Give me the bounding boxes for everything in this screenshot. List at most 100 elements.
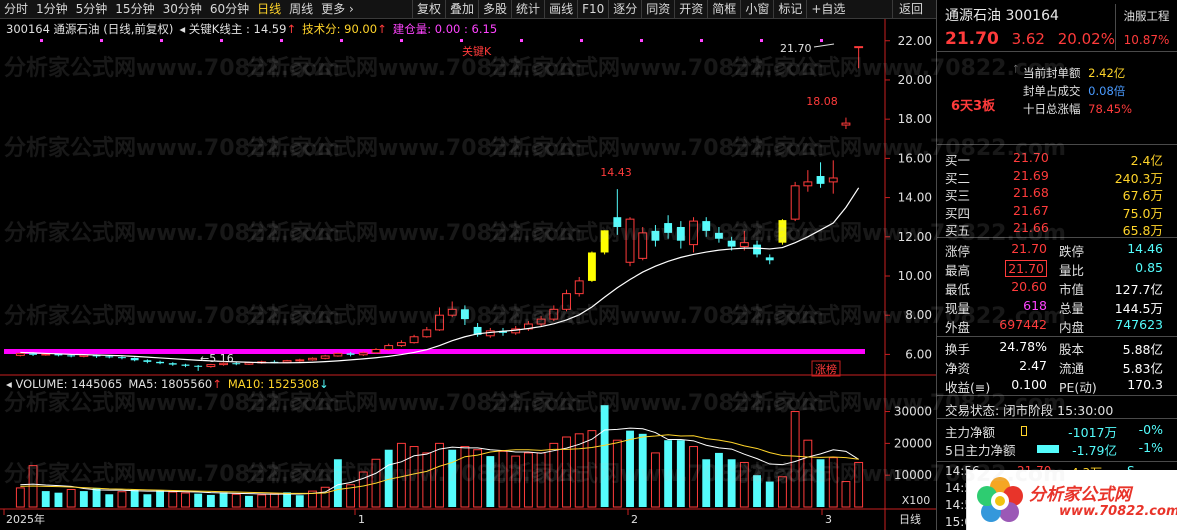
tool-button-9[interactable]: 简框 xyxy=(707,0,740,19)
signal-dot xyxy=(640,39,643,42)
signal-dot xyxy=(580,39,583,42)
tab-period-4[interactable]: 30分钟 xyxy=(162,1,202,16)
sector-box[interactable]: 油服工程 10.87% xyxy=(1115,4,1177,50)
order-label: 买一 xyxy=(945,153,971,168)
tab-period-5[interactable]: 60分钟 xyxy=(209,1,250,16)
kline-chart[interactable]: 6.00 8.00 10.00 12.00 14.00 16.00 18.00 20.00 22… xyxy=(0,19,936,530)
order-price: 21.67 xyxy=(1013,202,1049,218)
tech-score-value: 90.00 xyxy=(344,22,378,36)
finance-label: 收益(≡) xyxy=(945,380,991,395)
tool-button-5[interactable]: F10 xyxy=(577,0,608,19)
tab-period-8[interactable]: 更多 › xyxy=(321,1,354,16)
seal-info: ᛏ 当前封单额 2.42亿 封单占成交 0.08倍 十日总涨幅 78.45% 6… xyxy=(937,53,1177,145)
volume-bar xyxy=(650,452,660,508)
tab-period-7[interactable]: 周线 xyxy=(289,1,314,16)
signal-dot xyxy=(160,39,163,42)
volume-bar xyxy=(358,471,368,508)
tool-button-6[interactable]: 逐分 xyxy=(608,0,641,19)
stat-value: 21.70 xyxy=(1011,241,1047,256)
tool-button-0[interactable]: 复权 xyxy=(412,0,445,19)
flower-logo-icon xyxy=(977,477,1023,522)
tool-button-12[interactable]: +自选 xyxy=(806,0,849,19)
stock-period-label: 300164 通源石油 (日线,前复权) xyxy=(6,22,174,36)
tab-period-0[interactable]: 分时 xyxy=(4,1,29,16)
signal-dot xyxy=(520,39,523,42)
flow-value: -1.79亿 xyxy=(1072,443,1117,458)
order-row: 买三 21.68 67.6万 xyxy=(937,185,1177,203)
volume-bar xyxy=(727,459,736,507)
stat-value: 21.70 xyxy=(1005,260,1047,277)
tool-button-3[interactable]: 统计 xyxy=(511,0,544,19)
candle-body xyxy=(651,230,660,241)
tool-button-4[interactable]: 画线 xyxy=(544,0,577,19)
volume-bar xyxy=(511,455,521,508)
volume-bar xyxy=(664,440,673,507)
stat-label: 总量 xyxy=(1059,301,1085,316)
candle-body xyxy=(168,363,177,365)
brand-name: 分析家公式网 xyxy=(1029,485,1131,505)
stat-row: 现量 618 总量 144.5万 xyxy=(937,298,1177,317)
tool-button-10[interactable]: 小窗 xyxy=(740,0,773,19)
tool-button-1[interactable]: 叠加 xyxy=(445,0,478,19)
tool-button-2[interactable]: 多股 xyxy=(478,0,511,19)
candle-body xyxy=(753,244,761,255)
finance-value: 5.83亿 xyxy=(1122,361,1163,376)
volume-bar xyxy=(231,493,241,508)
candle-body xyxy=(282,360,292,363)
candle-body xyxy=(308,357,317,361)
tool-button-7[interactable]: 同资 xyxy=(641,0,674,19)
candle-body xyxy=(358,352,368,356)
order-price: 21.69 xyxy=(1013,167,1049,183)
order-label: 买四 xyxy=(945,205,971,221)
quote-stats: 涨停 21.70 跌停 14.46 最高 21.70 量比 0.85 最低 20.60 市值 127.… xyxy=(937,239,1177,337)
signal-dot xyxy=(760,39,763,42)
volume-bar xyxy=(587,430,597,508)
volume-unit-label: X100 xyxy=(902,494,931,507)
tab-period-6[interactable]: 日线 xyxy=(257,1,282,16)
ma5-label: MA5: 1805560↑ xyxy=(128,377,222,391)
volume-bar xyxy=(828,457,838,508)
flow-bar xyxy=(1021,426,1027,436)
candle-body xyxy=(854,46,864,49)
order-label: 买五 xyxy=(945,223,971,238)
stat-value: 618 xyxy=(1023,298,1047,313)
tab-period-2[interactable]: 5分钟 xyxy=(75,1,108,16)
candle-body xyxy=(346,353,355,355)
flow-value: -1017万 xyxy=(1068,425,1117,440)
signal-dot xyxy=(280,39,283,42)
candle-body xyxy=(54,354,63,356)
candle-body xyxy=(739,242,749,248)
candle-body xyxy=(130,357,139,361)
candle-body xyxy=(702,221,711,231)
volume-tick-label: 20000 xyxy=(894,436,932,450)
brand-url: www.70822.com xyxy=(1059,504,1177,519)
candle-body xyxy=(676,226,685,241)
price-change-pct: 20.02% xyxy=(1057,30,1115,48)
kline-chart-canvas[interactable]: 6.008.0010.0012.0014.0016.0018.0020.0022… xyxy=(0,19,936,530)
candle-body xyxy=(232,363,241,365)
candle-body xyxy=(105,356,114,358)
price-tick-label: 6.00 xyxy=(905,347,932,361)
candle-body xyxy=(790,185,800,220)
price-tick-label: 10.00 xyxy=(898,269,932,283)
price-tick-label: 18.00 xyxy=(898,112,932,126)
price-tick-label: 8.00 xyxy=(905,308,932,322)
volume-bar xyxy=(194,493,203,507)
tab-period-1[interactable]: 1分钟 xyxy=(36,1,68,16)
capital-flow: 主力净额 -1017万 -0% 5日主力净额 -1.79亿 -1% xyxy=(937,418,1177,460)
volume-bar xyxy=(739,461,749,508)
volume-bar xyxy=(523,452,533,508)
tick-time: 14:5 xyxy=(945,481,972,495)
volume-bar xyxy=(841,481,851,508)
tool-button-11[interactable]: 标记 xyxy=(773,0,806,19)
volume-ma5-line xyxy=(20,427,859,495)
tab-period-3[interactable]: 15分钟 xyxy=(115,1,155,16)
volume-bar xyxy=(219,492,228,507)
seal-amount-icon: ᛏ xyxy=(1013,65,1019,75)
finance-value: 2.47 xyxy=(1019,358,1047,373)
tool-button-8[interactable]: 开资 xyxy=(674,0,707,19)
tick-time: 14:5 xyxy=(945,498,972,512)
period-tabs: 分时 1分钟 5分钟 15分钟 30分钟 60分钟 日线 周线 更多 › xyxy=(0,0,410,19)
candle-body xyxy=(727,240,736,247)
return-button[interactable]: 返回 xyxy=(892,0,929,19)
